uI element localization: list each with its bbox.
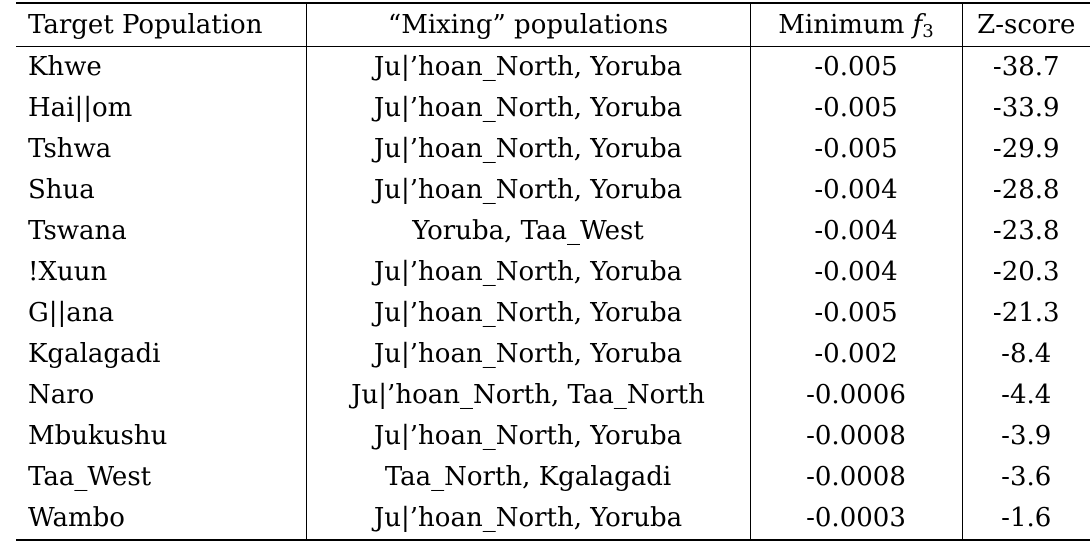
cell-z-score: -3.9 <box>961 416 1090 457</box>
cell-minimum-f3: -0.0008 <box>749 457 962 498</box>
header-z-score: Z-score <box>961 3 1090 47</box>
cell-mixing-populations: Ju|’hoan_North, Yoruba <box>305 498 750 540</box>
cell-mixing-populations: Ju|’hoan_North, Yoruba <box>305 416 750 457</box>
header-row: Target Population “Mixing” populations M… <box>16 3 1090 47</box>
cell-target-population: Mbukushu <box>28 421 168 451</box>
cell-target-population: Wambo <box>28 503 125 533</box>
f3-statistics-table-container: Target Population “Mixing” populations M… <box>16 2 1090 541</box>
cell-z-score: -29.9 <box>961 129 1090 170</box>
table-row: Tshwa Ju|’hoan_North, Yoruba -0.005 -29.9 <box>16 129 1090 170</box>
header-f-subscript: 3 <box>922 21 934 42</box>
table-row: Taa_West Taa_North, Kgalagadi -0.0008 -3.6 <box>16 457 1090 498</box>
cell-target-population: Shua <box>28 175 95 205</box>
table-row: G||ana Ju|’hoan_North, Yoruba -0.005 -21.3 <box>16 293 1090 334</box>
table-row: !Xuun Ju|’hoan_North, Yoruba -0.004 -20.3 <box>16 252 1090 293</box>
cell-mixing-populations: Ju|’hoan_North, Yoruba <box>305 334 750 375</box>
cell-mixing-populations: Ju|’hoan_North, Yoruba <box>305 252 750 293</box>
cell-mixing-populations: Yoruba, Taa_West <box>305 211 750 252</box>
header-mixing-populations: “Mixing” populations <box>305 3 750 47</box>
header-minimum-f3: Minimum f3 <box>749 3 962 47</box>
table-header: Target Population “Mixing” populations M… <box>16 3 1090 47</box>
cell-minimum-f3: -0.005 <box>749 293 962 334</box>
cell-target-population: !Xuun <box>28 257 108 287</box>
cell-minimum-f3: -0.002 <box>749 334 962 375</box>
f3-statistics-table: Target Population “Mixing” populations M… <box>16 2 1090 541</box>
cell-target-population: G||ana <box>28 298 115 328</box>
table-row: Hai||om Ju|’hoan_North, Yoruba -0.005 -33.9 <box>16 88 1090 129</box>
cell-minimum-f3: -0.005 <box>749 129 962 170</box>
cell-z-score: -8.4 <box>961 334 1090 375</box>
cell-z-score: -3.6 <box>961 457 1090 498</box>
cell-z-score: -4.4 <box>961 375 1090 416</box>
cell-minimum-f3: -0.004 <box>749 252 962 293</box>
cell-target-population: Naro <box>28 380 95 410</box>
table-body: Khwe Ju|’hoan_North, Yoruba -0.005 -38.7 Hai… <box>16 46 1090 540</box>
cell-minimum-f3: -0.0006 <box>749 375 962 416</box>
cell-target-population: Hai||om <box>28 93 133 123</box>
cell-z-score: -38.7 <box>961 46 1090 88</box>
cell-z-score: -20.3 <box>961 252 1090 293</box>
cell-mixing-populations: Ju|’hoan_North, Yoruba <box>305 170 750 211</box>
cell-mixing-populations: Ju|’hoan_North, Yoruba <box>305 88 750 129</box>
header-f-variable: f <box>912 10 923 40</box>
cell-z-score: -28.8 <box>961 170 1090 211</box>
table-row: Tswana Yoruba, Taa_West -0.004 -23.8 <box>16 211 1090 252</box>
table-row: Mbukushu Ju|’hoan_North, Yoruba -0.0008 -3.… <box>16 416 1090 457</box>
cell-minimum-f3: -0.005 <box>749 46 962 88</box>
cell-z-score: -21.3 <box>961 293 1090 334</box>
table-row: Kgalagadi Ju|’hoan_North, Yoruba -0.002 -8.… <box>16 334 1090 375</box>
cell-z-score: -33.9 <box>961 88 1090 129</box>
cell-mixing-populations: Ju|’hoan_North, Yoruba <box>305 293 750 334</box>
cell-mixing-populations: Ju|’hoan_North, Taa_North <box>305 375 750 416</box>
cell-mixing-populations: Taa_North, Kgalagadi <box>305 457 750 498</box>
cell-target-population: Tswana <box>28 216 127 246</box>
table-row: Wambo Ju|’hoan_North, Yoruba -0.0003 -1.6 <box>16 498 1090 540</box>
cell-target-population: Tshwa <box>28 134 112 164</box>
cell-z-score: -1.6 <box>961 498 1090 540</box>
cell-target-population: Kgalagadi <box>28 339 161 369</box>
header-minimum-prefix: Minimum <box>778 10 913 40</box>
cell-target-population: Khwe <box>28 52 102 82</box>
table-row: Khwe Ju|’hoan_North, Yoruba -0.005 -38.7 <box>16 46 1090 88</box>
table-row: Shua Ju|’hoan_North, Yoruba -0.004 -28.8 <box>16 170 1090 211</box>
cell-minimum-f3: -0.0003 <box>749 498 962 540</box>
cell-minimum-f3: -0.004 <box>749 211 962 252</box>
cell-mixing-populations: Ju|’hoan_North, Yoruba <box>305 129 750 170</box>
cell-target-population: Taa_West <box>28 462 152 492</box>
cell-minimum-f3: -0.0008 <box>749 416 962 457</box>
header-target-population: Target Population <box>28 10 263 40</box>
table-row: Naro Ju|’hoan_North, Taa_North -0.0006 -4.4 <box>16 375 1090 416</box>
cell-mixing-populations: Ju|’hoan_North, Yoruba <box>305 46 750 88</box>
cell-minimum-f3: -0.005 <box>749 88 962 129</box>
cell-z-score: -23.8 <box>961 211 1090 252</box>
cell-minimum-f3: -0.004 <box>749 170 962 211</box>
